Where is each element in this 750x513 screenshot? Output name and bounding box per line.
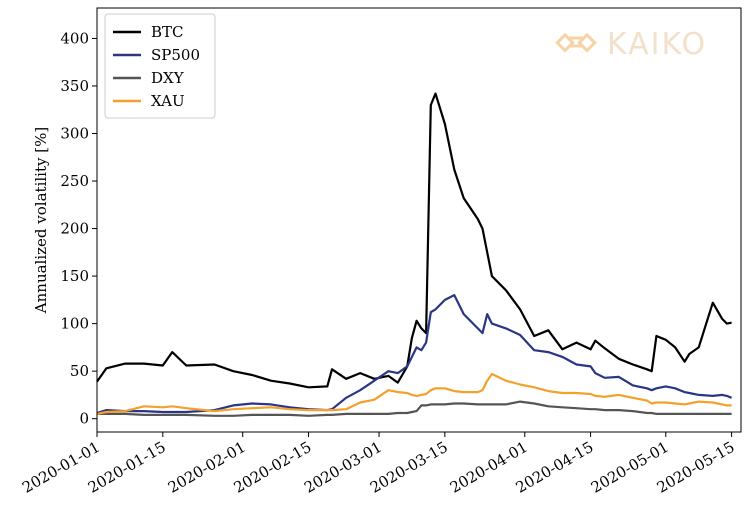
legend-box [104, 13, 216, 119]
series-line [97, 400, 732, 417]
legend-label: BTC [151, 23, 184, 41]
y-axis-label: Annualized volatility [%] [32, 127, 50, 314]
y-tick-label: 100 [60, 315, 89, 333]
y-tick-label: 300 [60, 124, 89, 142]
legend-label: XAU [151, 92, 185, 110]
y-tick-label: 50 [70, 362, 89, 380]
y-tick-label: 350 [60, 77, 89, 95]
series-line [96, 92, 732, 389]
plot-frame [96, 7, 742, 433]
logo: KAIKO [555, 27, 707, 62]
watermark: KAIKO [607, 27, 707, 62]
y-tick-label: 0 [79, 410, 89, 428]
y-tick-label: 250 [60, 172, 89, 190]
y-tick-label: 400 [60, 29, 89, 47]
series-line [96, 294, 733, 415]
y-tick-label: 200 [60, 220, 89, 238]
series-line [96, 372, 732, 415]
y-tick-label: 150 [60, 267, 89, 285]
legend-label: SP500 [151, 46, 200, 64]
legend-label: DXY [151, 69, 185, 87]
